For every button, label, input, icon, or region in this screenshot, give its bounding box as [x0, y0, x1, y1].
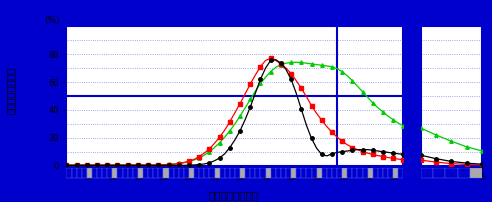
Bar	[332, 168, 337, 178]
Bar	[112, 168, 118, 178]
Bar	[260, 168, 266, 178]
Bar	[393, 168, 399, 178]
Bar	[169, 168, 174, 178]
Bar	[87, 168, 92, 178]
Bar	[378, 168, 383, 178]
Bar	[291, 168, 296, 178]
Bar	[204, 168, 210, 178]
Bar	[163, 168, 169, 178]
Bar	[388, 168, 393, 178]
Text: (%): (%)	[44, 16, 60, 25]
Bar	[368, 168, 373, 178]
Bar	[123, 168, 128, 178]
Bar	[276, 168, 281, 178]
Bar	[230, 168, 235, 178]
Bar	[179, 168, 184, 178]
Bar	[245, 168, 250, 178]
Bar	[327, 168, 332, 178]
Bar	[399, 168, 403, 178]
Bar	[215, 168, 219, 178]
Bar	[301, 168, 307, 178]
Bar	[250, 168, 255, 178]
Bar	[255, 168, 260, 178]
Bar	[347, 168, 352, 178]
Bar	[107, 168, 112, 178]
Bar	[153, 168, 158, 178]
Bar	[118, 168, 123, 178]
Bar	[458, 168, 470, 178]
Bar	[82, 168, 87, 178]
Bar	[352, 168, 358, 178]
Bar	[189, 168, 194, 178]
Bar	[363, 168, 368, 178]
Bar	[97, 168, 102, 178]
Bar	[66, 168, 71, 178]
Bar	[219, 168, 225, 178]
Bar	[143, 168, 148, 178]
Text: 回折／散乱光強度: 回折／散乱光強度	[6, 67, 16, 114]
Bar	[470, 168, 482, 178]
Bar	[184, 168, 189, 178]
Bar	[337, 168, 342, 178]
Bar	[433, 168, 445, 178]
Bar	[342, 168, 347, 178]
Bar	[138, 168, 143, 178]
Bar	[383, 168, 388, 178]
Bar	[445, 168, 458, 178]
Bar	[281, 168, 286, 178]
Bar	[421, 168, 433, 178]
Bar	[92, 168, 97, 178]
Bar	[311, 168, 317, 178]
Bar	[133, 168, 138, 178]
Bar	[158, 168, 163, 178]
Bar	[194, 168, 199, 178]
Bar	[266, 168, 271, 178]
Bar	[71, 168, 77, 178]
Bar	[322, 168, 327, 178]
Bar	[199, 168, 204, 178]
Bar	[148, 168, 153, 178]
Bar	[77, 168, 82, 178]
Bar	[296, 168, 301, 178]
Bar	[286, 168, 291, 178]
Text: センサの素子番号: センサの素子番号	[209, 190, 259, 200]
Bar	[210, 168, 215, 178]
Bar	[307, 168, 311, 178]
Bar	[128, 168, 133, 178]
Bar	[271, 168, 276, 178]
Bar	[240, 168, 245, 178]
Bar	[358, 168, 363, 178]
Bar	[102, 168, 107, 178]
Bar	[317, 168, 322, 178]
Bar	[225, 168, 230, 178]
Bar	[373, 168, 378, 178]
Bar	[235, 168, 240, 178]
Bar	[174, 168, 179, 178]
